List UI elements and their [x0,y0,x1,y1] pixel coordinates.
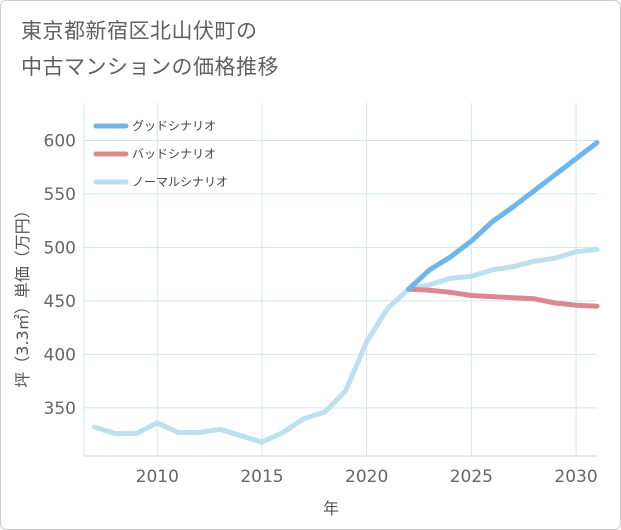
legend-label: バッドシナリオ [132,147,216,161]
chart-title-line-2: 中古マンションの価格推移 [21,55,279,79]
y-tick-label: 600 [44,131,76,151]
chart-title: 東京都新宿区北山伏町の 中古マンションの価格推移 [21,13,279,85]
x-tick-label: 2015 [240,467,283,487]
y-axis-label: 坪（3.3㎡）単価（万円） [13,202,32,387]
x-tick-label: 2010 [136,467,179,487]
series-line-2 [92,247,600,445]
y-tick-label: 500 [44,238,76,258]
x-axis-label: 年 [323,499,339,518]
axes: 2010 2015 2020 2025 2030 350 400 450 500 550 600 [44,103,598,487]
x-tick-label: 2020 [345,467,388,487]
chart-title-line-1: 東京都新宿区北山伏町の [21,19,258,43]
series-lines [92,140,600,445]
y-tick-label: 550 [44,185,76,205]
series-line-0 [406,140,600,292]
grid-lines [84,103,597,456]
legend-label: ノーマルシナリオ [132,175,228,189]
y-tick-label: 450 [44,292,76,312]
x-tick-label: 2025 [450,467,493,487]
series-line-1 [406,286,600,309]
x-tick-label: 2030 [554,467,597,487]
legend-label: グッドシナリオ [132,119,216,133]
y-tick-label: 400 [44,345,76,365]
y-tick-label: 350 [44,399,76,419]
